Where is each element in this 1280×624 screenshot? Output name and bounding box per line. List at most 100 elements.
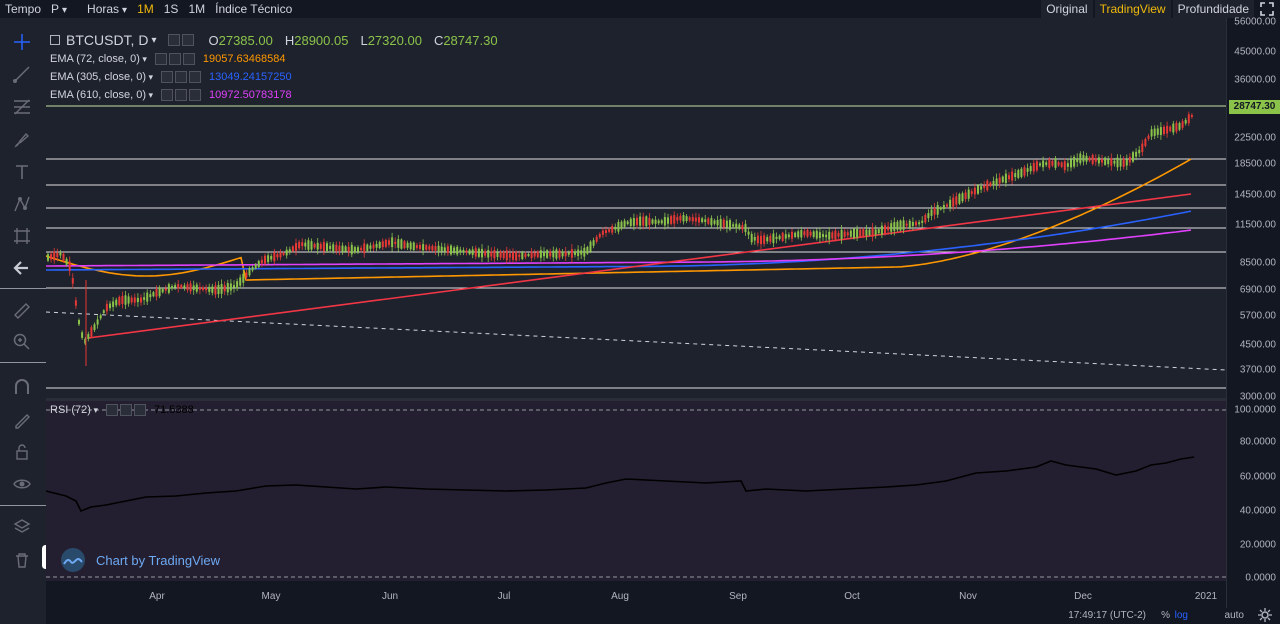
candle-body [307, 240, 310, 250]
prediction-tool-icon[interactable] [10, 224, 34, 248]
candle-body [1082, 155, 1085, 162]
candle-body [639, 216, 642, 226]
candle-body [670, 216, 673, 224]
rsi-axis-label: 80.0000 [1239, 436, 1276, 448]
fib-tool-icon[interactable] [10, 95, 34, 119]
ema72-legend-name[interactable]: EMA (72, close, 0) [50, 53, 147, 65]
pattern-tool-icon[interactable] [10, 192, 34, 216]
rsi-legend-name[interactable]: RSI (72) [50, 404, 98, 416]
back-arrow-icon[interactable] [10, 256, 34, 280]
close-icon[interactable] [134, 404, 146, 416]
view-depth-tab[interactable]: Profundidade [1172, 0, 1254, 18]
candle-body [725, 220, 728, 228]
auto-scale-button[interactable]: auto [1224, 610, 1244, 621]
candle-body [313, 243, 316, 248]
settings-icon[interactable] [175, 71, 188, 83]
view-original-tab[interactable]: Original [1041, 0, 1093, 18]
candle-body [353, 247, 356, 253]
time-axis[interactable]: Apr May Jun Jul Aug Sep Oct Nov Dec 2021 [46, 591, 1226, 608]
toolbar-scroll-handle[interactable] [42, 545, 49, 569]
candle-body [564, 251, 567, 257]
brush-tool-icon[interactable] [10, 128, 34, 152]
settings-icon[interactable] [182, 34, 195, 46]
candle-body [211, 286, 214, 293]
settings-icon[interactable] [120, 404, 132, 416]
price-axis[interactable]: 56000.00 45000.00 36000.00 22500.00 18500.00… [1226, 17, 1280, 608]
candle-body [180, 284, 183, 289]
candle-body [124, 295, 127, 305]
candle-body [825, 234, 828, 238]
text-tool-icon[interactable] [10, 160, 34, 184]
chart-area[interactable]: Apr May Jun Jul Aug Sep Oct Nov Dec 2021 [46, 18, 1280, 608]
candle-body [574, 251, 576, 255]
interval-1m-button[interactable]: 1M [137, 2, 154, 16]
candle-body [629, 218, 632, 226]
candle-body [856, 228, 859, 238]
candle-body [868, 229, 871, 236]
trash-icon[interactable] [10, 548, 34, 572]
close-icon[interactable] [182, 53, 195, 65]
candle-body [341, 245, 344, 252]
tradingview-watermark[interactable]: Chart by TradingView [58, 548, 220, 572]
settings-icon[interactable] [168, 53, 181, 65]
eye-icon[interactable] [10, 472, 34, 496]
rsi-pane[interactable] [46, 401, 1226, 581]
log-scale-button[interactable]: log [1174, 610, 1188, 621]
draw-mode-icon[interactable] [10, 408, 34, 432]
close-icon[interactable] [189, 89, 202, 101]
lock-icon[interactable] [10, 440, 34, 464]
hide-icon[interactable] [161, 89, 174, 101]
settings-icon[interactable] [175, 89, 188, 101]
magnet-icon[interactable] [10, 375, 34, 399]
trendline-tool-icon[interactable] [10, 62, 34, 86]
candle-body [921, 220, 924, 223]
layers-icon[interactable] [10, 515, 34, 539]
candle-body [450, 245, 452, 255]
candle-body [189, 283, 192, 292]
candle-body [1029, 166, 1032, 172]
fullscreen-icon[interactable] [1254, 0, 1280, 18]
close-label: C [433, 32, 444, 48]
settings-gear-icon[interactable] [1258, 608, 1272, 624]
interval-1s-button[interactable]: 1S [163, 2, 179, 16]
candle-body [1116, 157, 1119, 168]
candle-body [803, 231, 806, 236]
ema610-legend-name[interactable]: EMA (610, close, 0) [50, 89, 153, 101]
candle-body [112, 301, 115, 307]
candle-body [474, 248, 477, 257]
candle-body [648, 217, 651, 225]
hours-dropdown[interactable]: Horas [82, 0, 132, 18]
zoom-icon[interactable] [10, 330, 34, 354]
technical-index-button[interactable]: Índice Técnico [215, 2, 293, 16]
candle-body [570, 249, 573, 258]
candle-body [1032, 162, 1035, 172]
price-pane[interactable] [46, 18, 1226, 398]
ema305-legend-name[interactable]: EMA (305, close, 0) [50, 71, 153, 83]
pane-divider[interactable] [46, 398, 1280, 401]
period-dropdown[interactable]: P [46, 0, 82, 18]
candle-body [456, 246, 459, 255]
price-axis-label: 6900.00 [1239, 284, 1276, 296]
symbol-dropdown-icon[interactable]: ▾ [151, 34, 157, 46]
candle-body [756, 235, 759, 244]
candle-body [403, 241, 406, 249]
candle-body [400, 239, 403, 249]
hide-icon[interactable] [106, 404, 118, 416]
ruler-icon[interactable] [10, 299, 34, 323]
candle-body [177, 284, 180, 289]
hide-icon[interactable] [161, 71, 174, 83]
view-tradingview-tab[interactable]: TradingView [1094, 0, 1171, 18]
collapse-icon[interactable] [50, 35, 60, 45]
percent-scale-button[interactable]: % [1161, 610, 1170, 621]
price-axis-label: 5700.00 [1239, 310, 1276, 322]
settings-icon[interactable] [168, 34, 181, 46]
close-icon[interactable] [189, 71, 202, 83]
crosshair-icon[interactable] [10, 30, 34, 54]
candle-body [322, 242, 325, 252]
candle-body [1004, 173, 1007, 183]
candle-body [270, 255, 273, 260]
symbol-name[interactable]: BTCUSDT, D [66, 32, 149, 48]
candle-body [775, 236, 778, 240]
interval-1m-month-button[interactable]: 1M [188, 2, 206, 16]
hide-icon[interactable] [154, 53, 167, 65]
